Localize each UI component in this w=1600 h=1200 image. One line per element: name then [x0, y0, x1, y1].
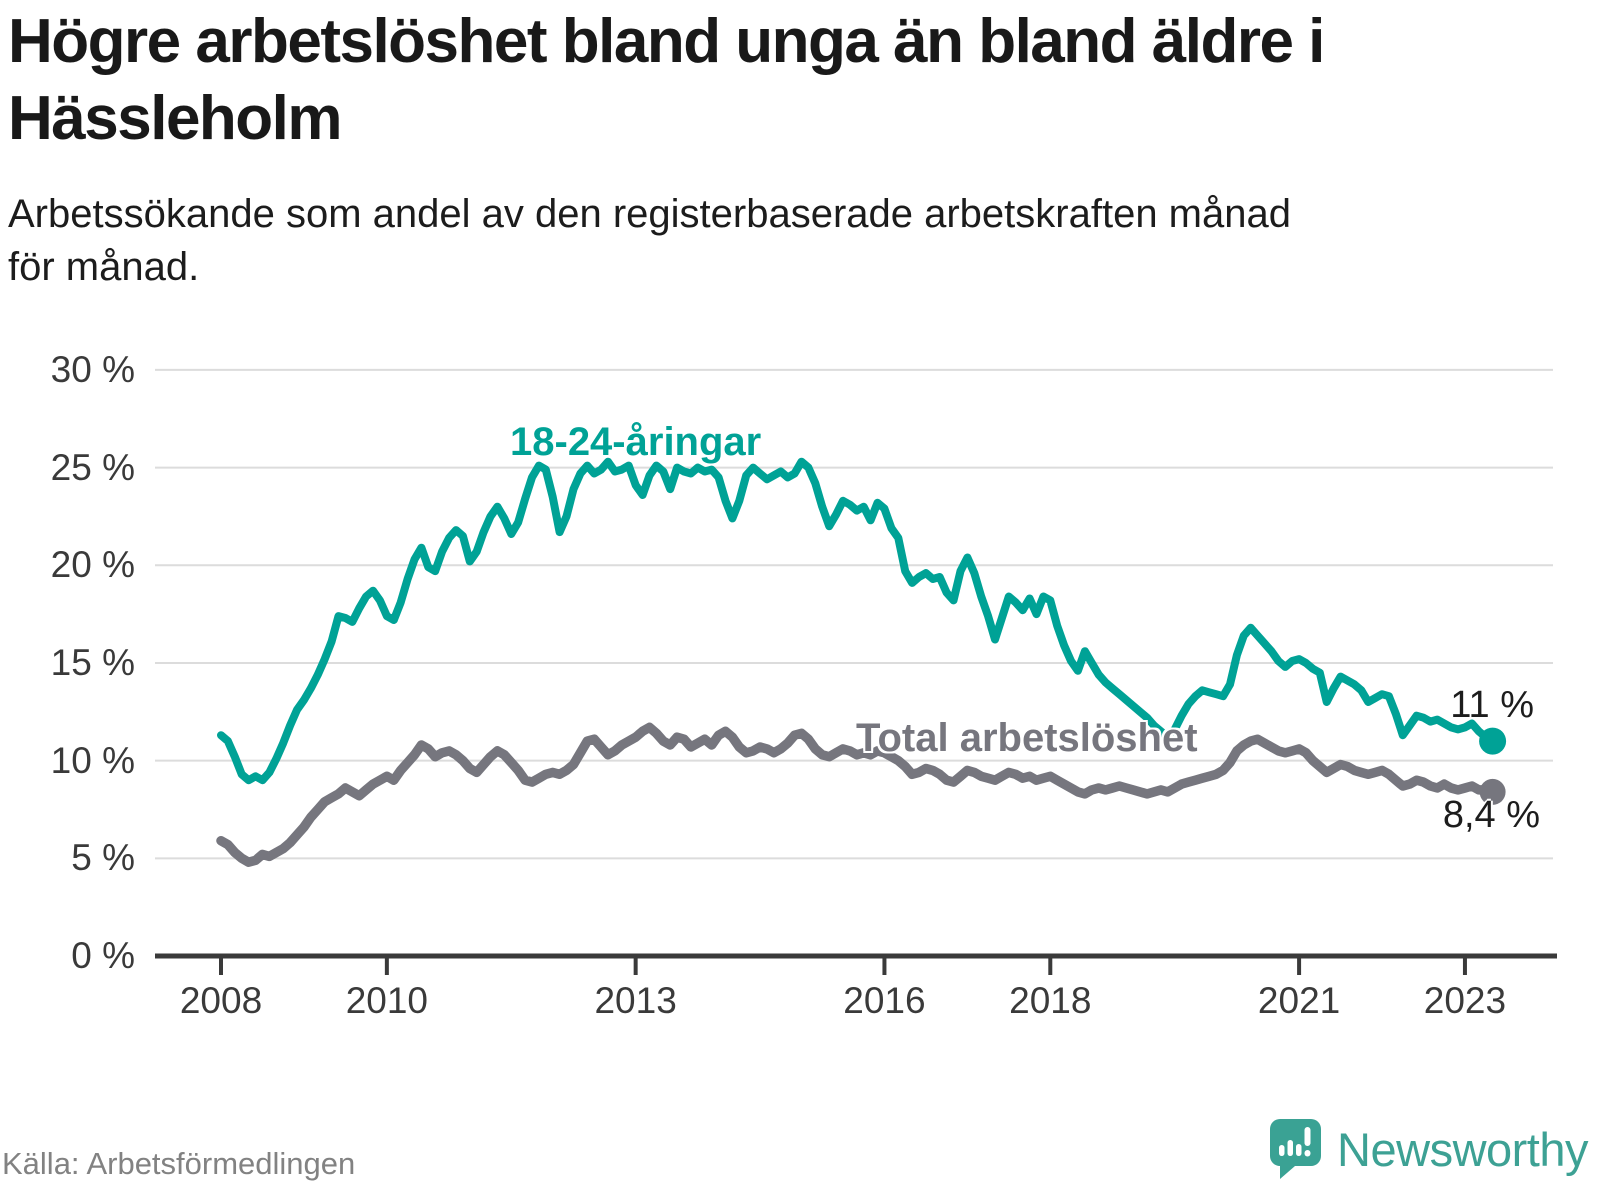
x-tick-label: 2018 — [1009, 980, 1092, 1021]
y-tick-label: 15 % — [50, 641, 135, 683]
x-tick-label: 2021 — [1257, 980, 1341, 1021]
end-value-label-total: 8,4 % — [1442, 794, 1540, 836]
series-label-youth: 18-24-åringar — [510, 420, 762, 464]
y-tick-label: 0 % — [71, 935, 135, 976]
y-tick-label: 20 % — [50, 544, 135, 586]
y-tick-label: 5 % — [71, 837, 135, 879]
source-credit: Källa: Arbetsförmedlingen — [2, 1146, 356, 1181]
x-tick-label: 2008 — [179, 980, 263, 1021]
logo-bubble — [1270, 1119, 1322, 1179]
x-tick-label: 2023 — [1423, 980, 1507, 1021]
series-line-youth — [217, 457, 1497, 785]
newsworthy-logo-icon — [1270, 1119, 1322, 1179]
page-title: Högre arbetslöshet bland unga än bland ä… — [8, 7, 1325, 153]
end-dot-youth — [1479, 727, 1507, 755]
x-tick-label: 2016 — [843, 980, 926, 1021]
end-value-label-youth: 11 % — [1450, 684, 1534, 726]
x-tick-label: 2013 — [594, 980, 677, 1021]
x-tick-label: 2010 — [345, 980, 429, 1021]
series-label-total: Total arbetslöshet — [856, 716, 1198, 760]
page-subtitle: Arbetssökande som andel av den registerb… — [8, 192, 1291, 290]
y-tick-label: 10 % — [50, 739, 135, 781]
series-line-total — [216, 722, 1498, 867]
newsworthy-logo: Newsworthy — [1268, 1118, 1588, 1180]
end-dot-total — [1479, 778, 1506, 805]
newsworthy-wordmark: Newsworthy — [1337, 1122, 1588, 1176]
y-tick-label: 30 % — [50, 348, 135, 390]
y-tick-label: 25 % — [50, 446, 135, 488]
